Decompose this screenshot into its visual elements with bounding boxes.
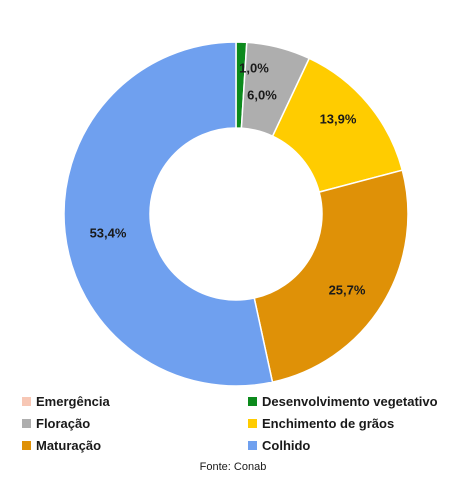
- legend-swatch-colhido: [248, 441, 257, 450]
- legend-item-floracao: Floração: [22, 416, 90, 431]
- legend-label-maturacao: Maturação: [36, 438, 102, 453]
- value-label-enchimento-de-graos: 13,9%: [320, 111, 357, 126]
- legend-swatch-enchimento-de-graos: [248, 419, 257, 428]
- value-label-desenvolvimento-vegetativo: 1,0%: [239, 60, 269, 75]
- legend-item-desenvolvimento-vegetativo: Desenvolvimento vegetativo: [248, 394, 438, 409]
- donut-svg: 1,0% 6,0% 13,9% 25,7% 53,4%: [63, 41, 409, 387]
- slice-maturacao: [253, 169, 409, 383]
- slice-colhido: [63, 41, 274, 387]
- source-note: Fonte: Conab: [199, 461, 267, 473]
- legend-label-emergencia: Emergência: [36, 394, 110, 409]
- legend-swatch-maturacao: [22, 441, 31, 450]
- legend-item-emergencia: Emergência: [22, 394, 110, 409]
- value-label-colhido: 53,4%: [90, 225, 127, 240]
- legend-swatch-desenvolvimento-vegetativo: [248, 397, 257, 406]
- legend-swatch-emergencia: [22, 397, 31, 406]
- legend-item-enchimento-de-graos: Enchimento de grãos: [248, 416, 394, 431]
- donut-chart: 1,0% 6,0% 13,9% 25,7% 53,4%: [63, 41, 409, 387]
- legend-item-colhido: Colhido: [248, 438, 310, 453]
- legend-label-enchimento-de-graos: Enchimento de grãos: [262, 416, 395, 431]
- value-label-maturacao: 25,7%: [329, 282, 366, 297]
- legend-label-floracao: Floração: [36, 416, 91, 431]
- legend-label-desenvolvimento-vegetativo: Desenvolvimento vegetativo: [262, 394, 438, 409]
- legend-swatch-floracao: [22, 419, 31, 428]
- value-label-floracao: 6,0%: [247, 87, 277, 102]
- legend-label-colhido: Colhido: [262, 438, 311, 453]
- legend: Emergência Desenvolvimento vegetativo Fl…: [22, 392, 454, 454]
- legend-item-maturacao: Maturação: [22, 438, 101, 453]
